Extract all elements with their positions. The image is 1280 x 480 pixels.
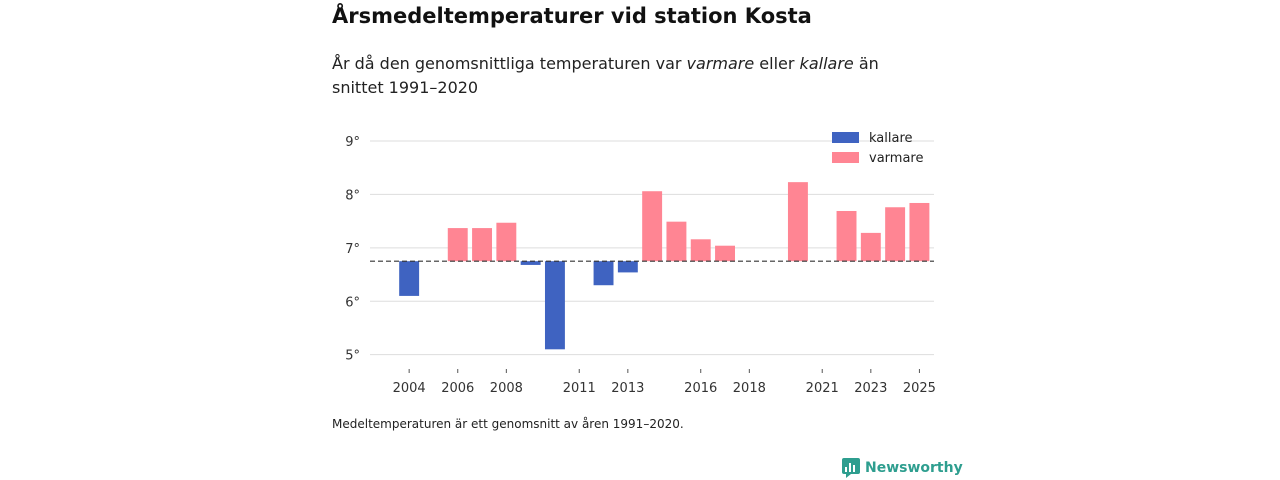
bar-2022 [836, 210, 857, 262]
bar-2010 [544, 261, 565, 350]
bar-2006 [447, 228, 468, 262]
bar-2016 [690, 239, 711, 262]
legend: kallare varmare [832, 131, 923, 166]
legend-swatch-varmare [832, 152, 859, 163]
y-tick-label: 5° [345, 349, 360, 364]
subtitle-part-2: eller [754, 54, 800, 73]
footnote: Medeltemperaturen är ett genomsnitt av å… [332, 417, 684, 431]
chart-title: Årsmedeltemperaturer vid station Kosta [332, 4, 812, 28]
bar-2013 [617, 261, 638, 273]
legend-label-varmare: varmare [869, 151, 923, 166]
bar-2025 [909, 202, 930, 262]
bar-2017 [715, 245, 735, 262]
y-tick-label: 8° [345, 188, 360, 203]
x-tick-label: 2006 [441, 381, 474, 396]
subtitle-cold-word: kallare [799, 54, 854, 73]
x-axis-ticks: 2004 2006 2008 2011 2013 2016 2018 2021 2023 2025 [393, 369, 936, 396]
subtitle-part-3: än snittet 1991–2020 [332, 54, 879, 97]
y-axis-ticks: 5° 6° 7° 8° 9° [345, 135, 360, 364]
x-tick-label: 2021 [806, 381, 839, 396]
bar-2009 [520, 261, 541, 265]
legend-label-kallare: kallare [869, 131, 913, 146]
x-tick-label: 2025 [903, 381, 936, 396]
newsworthy-logo-icon [842, 458, 860, 478]
x-tick-label: 2004 [393, 381, 426, 396]
bar-2012 [593, 261, 614, 286]
bar-2024 [885, 207, 906, 262]
bar-2015 [666, 221, 687, 262]
subtitle-part-1: År då den genomsnittliga temperaturen va… [332, 54, 687, 73]
x-tick-label: 2018 [733, 381, 766, 396]
y-tick-label: 7° [345, 242, 360, 257]
x-tick-label: 2013 [611, 381, 644, 396]
legend-swatch-kallare [832, 132, 859, 143]
brand-name: Newsworthy [865, 460, 963, 476]
x-tick-label: 2011 [563, 381, 596, 396]
bars [399, 182, 930, 350]
bar-chart: 5°6°7°8°9° 2004 2006 2008 2011 2013 2016 2018 2… [345, 131, 936, 396]
subtitle-warm-word: varmare [686, 54, 755, 73]
bar-2004 [399, 261, 420, 296]
bar-2007 [472, 228, 493, 262]
bar-2020 [787, 182, 808, 262]
x-tick-label: 2023 [854, 381, 887, 396]
y-tick-label: 6° [345, 295, 360, 310]
chart-subtitle: År då den genomsnittliga temperaturen va… [332, 52, 932, 100]
x-tick-label: 2008 [490, 381, 523, 396]
bar-2014 [642, 191, 663, 262]
x-tick-label: 2016 [684, 381, 717, 396]
bar-2008 [496, 222, 517, 262]
brand-logo[interactable]: Newsworthy [842, 458, 963, 478]
y-tick-label: 9° [345, 135, 360, 150]
bar-2023 [860, 232, 881, 262]
